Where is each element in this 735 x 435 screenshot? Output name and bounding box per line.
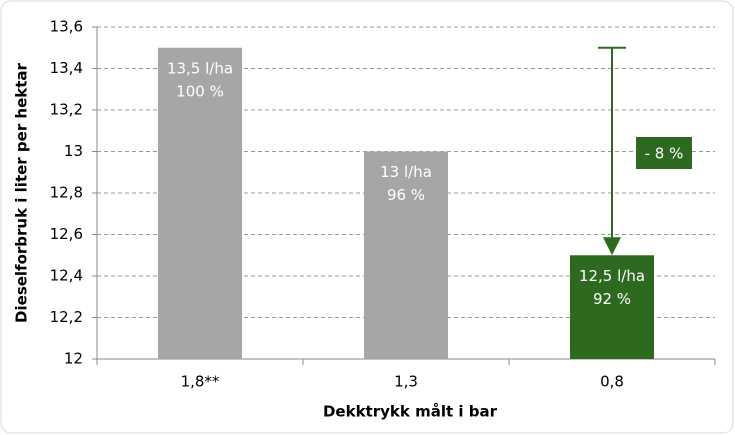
x-axis-title: Dekktrykk målt i bar <box>323 403 498 421</box>
y-axis-title: Dieselforbruk i liter per hektar <box>13 62 31 323</box>
annotation-label: - 8 % <box>645 145 684 163</box>
x-tick-label: 0,8 <box>600 373 624 391</box>
x-tick-label: 1,8** <box>181 373 220 391</box>
x-tick-label: 1,3 <box>394 373 418 391</box>
value-label: 13,5 l/ha <box>167 59 233 77</box>
y-tick-label: 13,2 <box>50 101 83 119</box>
y-tick-label: 12,8 <box>50 184 83 202</box>
annotation-box <box>636 137 692 169</box>
bar <box>364 151 448 359</box>
y-tick-label: 13,4 <box>50 59 83 77</box>
y-tick-label: 13 <box>64 142 83 160</box>
bar <box>570 255 654 359</box>
y-tick-label: 12,4 <box>50 267 83 285</box>
y-tick-label: 13,6 <box>50 18 83 36</box>
percent-label: 96 % <box>387 186 425 204</box>
y-tick-label: 12 <box>64 350 83 368</box>
value-label: 12,5 l/ha <box>579 267 645 285</box>
percent-label: 92 % <box>593 290 631 308</box>
y-tick-label: 12,6 <box>50 225 83 243</box>
arrow-head <box>603 237 621 256</box>
percent-label: 100 % <box>176 82 224 100</box>
value-label: 13 l/ha <box>380 163 432 181</box>
bar <box>158 47 242 359</box>
y-tick-label: 12,2 <box>50 308 83 326</box>
